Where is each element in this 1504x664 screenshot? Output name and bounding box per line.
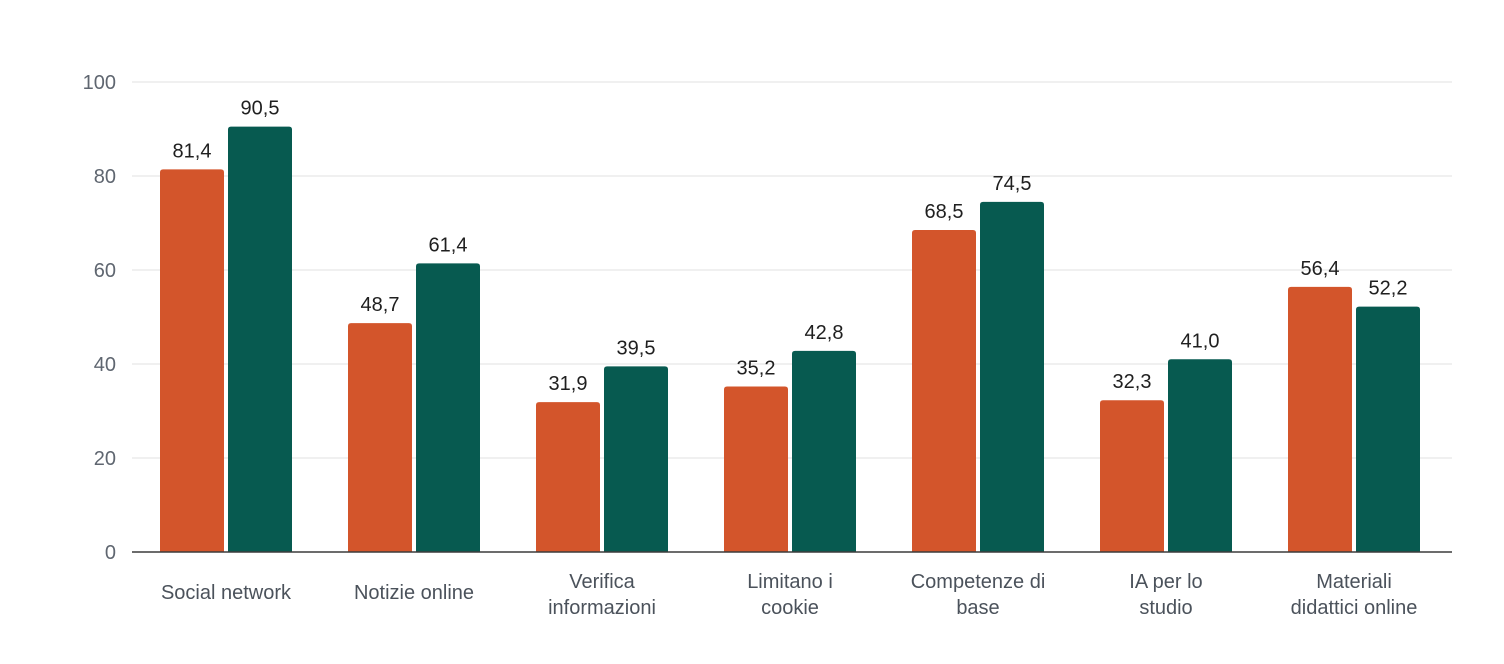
category-label-5-line-1: Competenze di: [911, 571, 1046, 593]
y-tick-label-80: 80: [94, 166, 116, 188]
y-tick-label-20: 20: [94, 448, 116, 470]
bar-s1-c3: [536, 402, 600, 552]
data-labels: 81,4 90,5 48,7 61,4 31,9 39,5 35,2 42,8 68,5 74,5…: [173, 98, 1408, 395]
category-label-4-line-1: Limitano i: [747, 571, 833, 593]
category-label-3-line-1: Verifica: [569, 571, 635, 593]
category-label-1-line-1: Social network: [161, 582, 292, 604]
bar-s1-c6: [1100, 400, 1164, 552]
data-label-s2-c2: 61,4: [429, 234, 468, 256]
x-axis-categories: Social network Notizie online Verifica info…: [161, 571, 1417, 619]
category-label-3-line-2: informazioni: [548, 597, 656, 619]
y-axis-ticks: 0 20 40 60 80 100: [83, 72, 116, 564]
data-label-s1-c2: 48,7: [361, 294, 400, 316]
bar-s2-c6: [1168, 359, 1232, 552]
y-tick-label-100: 100: [83, 72, 116, 94]
data-label-s1-c1: 81,4: [173, 140, 212, 162]
bar-s2-c2: [416, 263, 480, 552]
data-label-s2-c5: 74,5: [993, 173, 1032, 195]
bar-s1-c4: [724, 386, 788, 552]
data-label-s1-c6: 32,3: [1113, 371, 1152, 393]
data-label-s2-c7: 52,2: [1369, 278, 1408, 300]
y-tick-label-60: 60: [94, 260, 116, 282]
data-label-s1-c4: 35,2: [737, 358, 776, 380]
bars: [160, 126, 1420, 553]
bar-s2-c4: [792, 350, 856, 552]
data-label-s2-c1: 90,5: [241, 98, 280, 120]
bar-s1-c2: [348, 323, 412, 552]
bar-s2-c1: [228, 126, 292, 553]
y-tick-label-0: 0: [105, 542, 116, 564]
bar-s2-c7: [1356, 306, 1420, 552]
bar-s1-c1: [160, 169, 224, 553]
bar-s1-c7: [1288, 286, 1352, 552]
data-label-s2-c4: 42,8: [805, 322, 844, 344]
data-label-s1-c3: 31,9: [549, 373, 588, 395]
category-label-6-line-1: IA per lo: [1129, 571, 1202, 593]
category-label-4-line-2: cookie: [761, 597, 819, 619]
category-label-5-line-2: base: [956, 597, 999, 619]
data-label-s2-c3: 39,5: [617, 337, 656, 359]
data-label-s1-c7: 56,4: [1301, 258, 1340, 280]
category-label-7-line-1: Materiali: [1316, 571, 1392, 593]
category-label-7-line-2: didattici online: [1291, 597, 1418, 619]
y-tick-label-40: 40: [94, 354, 116, 376]
bar-s1-c5: [912, 230, 976, 553]
category-label-6-line-2: studio: [1139, 597, 1192, 619]
data-label-s1-c5: 68,5: [925, 201, 964, 223]
category-label-2-line-1: Notizie online: [354, 582, 474, 604]
bar-s2-c5: [980, 201, 1044, 552]
bar-s2-c3: [604, 366, 668, 552]
data-label-s2-c6: 41,0: [1181, 330, 1220, 352]
